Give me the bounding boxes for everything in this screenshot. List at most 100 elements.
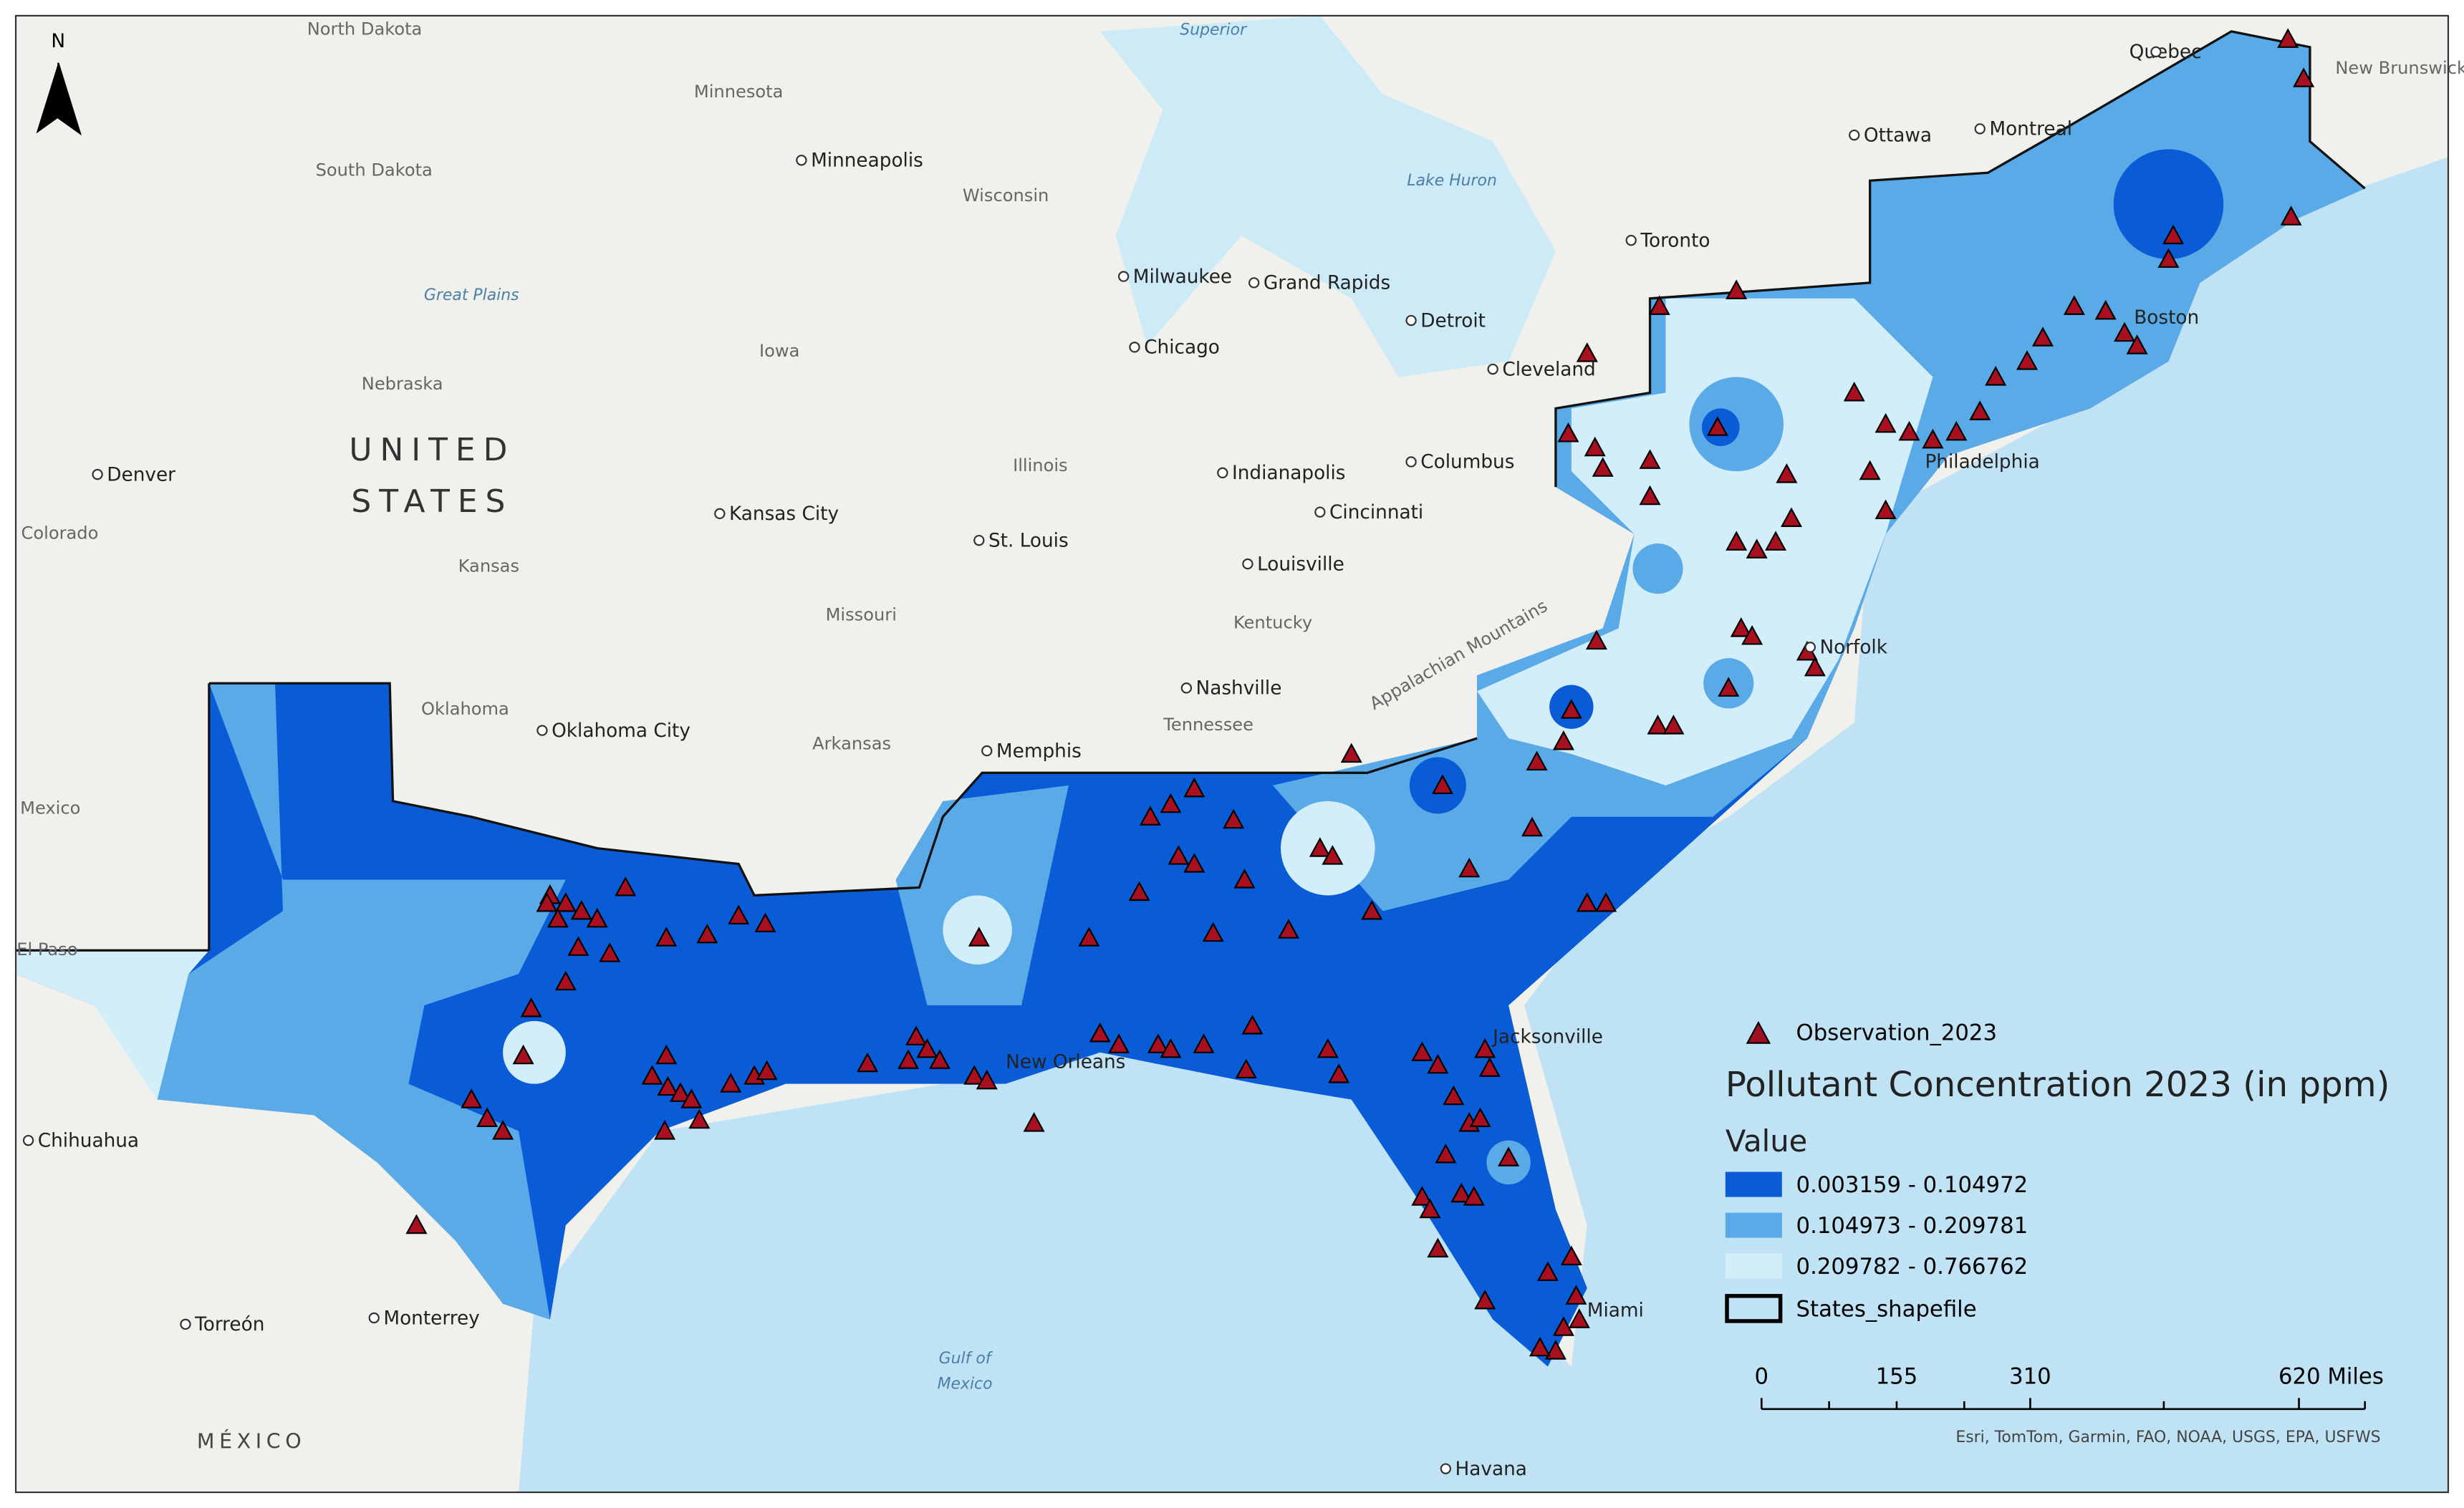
observation-point <box>1536 1261 1559 1282</box>
observation-point <box>1277 919 1299 939</box>
observation-point <box>567 936 589 956</box>
observation-point <box>615 876 637 896</box>
observation-point <box>1969 400 1991 420</box>
place-label: Illinois <box>1013 455 1068 475</box>
place-label: Superior <box>1180 21 1248 39</box>
observation-point <box>968 927 990 947</box>
observation-point <box>2277 28 2299 48</box>
observation-point <box>1322 845 1344 865</box>
observation-point <box>1089 1023 1111 1043</box>
observation-point <box>1945 420 1968 441</box>
observation-point <box>1552 730 1574 750</box>
place-label: Nashville <box>1196 678 1282 700</box>
observation-point <box>1585 629 1607 650</box>
observation-point <box>1746 538 1768 559</box>
observation-point <box>586 907 608 928</box>
observation-point <box>1078 927 1100 947</box>
city-dot <box>536 725 548 736</box>
observation-point <box>1469 1107 1491 1128</box>
place-label: Philadelphia <box>1925 452 2039 473</box>
legend-swatch <box>1725 1171 1782 1197</box>
observation-point <box>2016 350 2039 370</box>
observation-point <box>492 1120 514 1140</box>
observation-point <box>756 1060 778 1081</box>
observation-point <box>2293 67 2315 87</box>
observation-point <box>1474 1289 1496 1310</box>
place-label: Mexico <box>20 798 80 818</box>
place-label: Louisville <box>1257 554 1344 575</box>
scale-line <box>1760 1398 2367 1411</box>
observation-point <box>728 904 750 925</box>
observation-point <box>1202 922 1224 942</box>
observation-point <box>2126 334 2148 354</box>
observation-point <box>1183 777 1205 798</box>
observation-point <box>405 1214 428 1234</box>
observation-point <box>1160 793 1182 813</box>
arrow-left <box>36 62 59 134</box>
observation-point <box>1859 460 1881 480</box>
place-label: STATES <box>351 483 513 520</box>
observation-point <box>1544 1340 1567 1360</box>
observation-point <box>1463 1186 1485 1206</box>
observation-point <box>1521 816 1544 837</box>
observation-point <box>680 1088 703 1108</box>
observation-point <box>916 1038 938 1058</box>
observation-point <box>1765 531 1787 551</box>
observation-point <box>655 1044 678 1065</box>
place-label: Chihuahua <box>38 1130 139 1151</box>
city-dot <box>1217 467 1228 478</box>
observation-point <box>1776 463 1798 483</box>
place-label: Columbus <box>1420 452 1514 473</box>
city-dot <box>1314 506 1326 518</box>
observation-point <box>1560 699 1582 719</box>
scale-label: 155 <box>1876 1364 1918 1390</box>
class-3-area <box>16 950 209 1100</box>
observation-point <box>696 923 718 944</box>
city-dot <box>796 155 807 166</box>
observation-point <box>1435 1143 1457 1164</box>
legend-points: Observation_2023 <box>1796 1020 1997 1045</box>
place-label: Jacksonville <box>1491 1027 1603 1048</box>
observation-point <box>1361 899 1383 920</box>
place-label: Minnesota <box>694 82 784 102</box>
observation-point <box>1576 891 1598 912</box>
observation-point <box>1726 531 1748 551</box>
observation-point <box>512 1044 534 1065</box>
observation-point <box>1780 507 1802 528</box>
observation-point <box>1340 743 1362 763</box>
arrow-right <box>57 62 82 136</box>
observation-point <box>536 891 558 912</box>
observation-point <box>1730 617 1752 637</box>
observation-point <box>2031 327 2054 347</box>
observation-point <box>1427 1053 1449 1074</box>
observation-point <box>641 1065 663 1085</box>
place-label: Oklahoma City <box>552 720 690 742</box>
observation-point <box>1843 381 1865 402</box>
observation-point <box>1474 1038 1496 1058</box>
observation-point <box>1168 845 1190 865</box>
observation-point <box>1985 366 2007 386</box>
observation-point <box>655 927 678 947</box>
city-dot <box>1405 314 1417 327</box>
place-label: El Paso <box>16 939 77 960</box>
frame <box>14 14 2450 1494</box>
city-dot <box>1405 456 1417 468</box>
scale-label: 0 <box>1755 1364 1769 1390</box>
observation-point <box>1458 857 1481 878</box>
place-label: Cleveland <box>1502 359 1595 380</box>
north-label: N <box>51 31 65 52</box>
observation-point <box>963 1065 986 1085</box>
place-label: Monterrey <box>383 1308 479 1329</box>
observation-point <box>1560 1245 1582 1266</box>
legend-swatch <box>1725 1253 1782 1279</box>
observation-point <box>1662 715 1685 735</box>
legend-point-symbol <box>1746 1020 1771 1044</box>
observation-point <box>1419 1198 1441 1219</box>
class-2-area <box>157 683 566 1320</box>
place-label: Norfolk <box>1819 637 1887 659</box>
city-dot <box>1974 123 1986 135</box>
observation-point <box>1443 1085 1465 1106</box>
observation-point <box>1565 1285 1587 1305</box>
city-dot <box>368 1312 380 1324</box>
